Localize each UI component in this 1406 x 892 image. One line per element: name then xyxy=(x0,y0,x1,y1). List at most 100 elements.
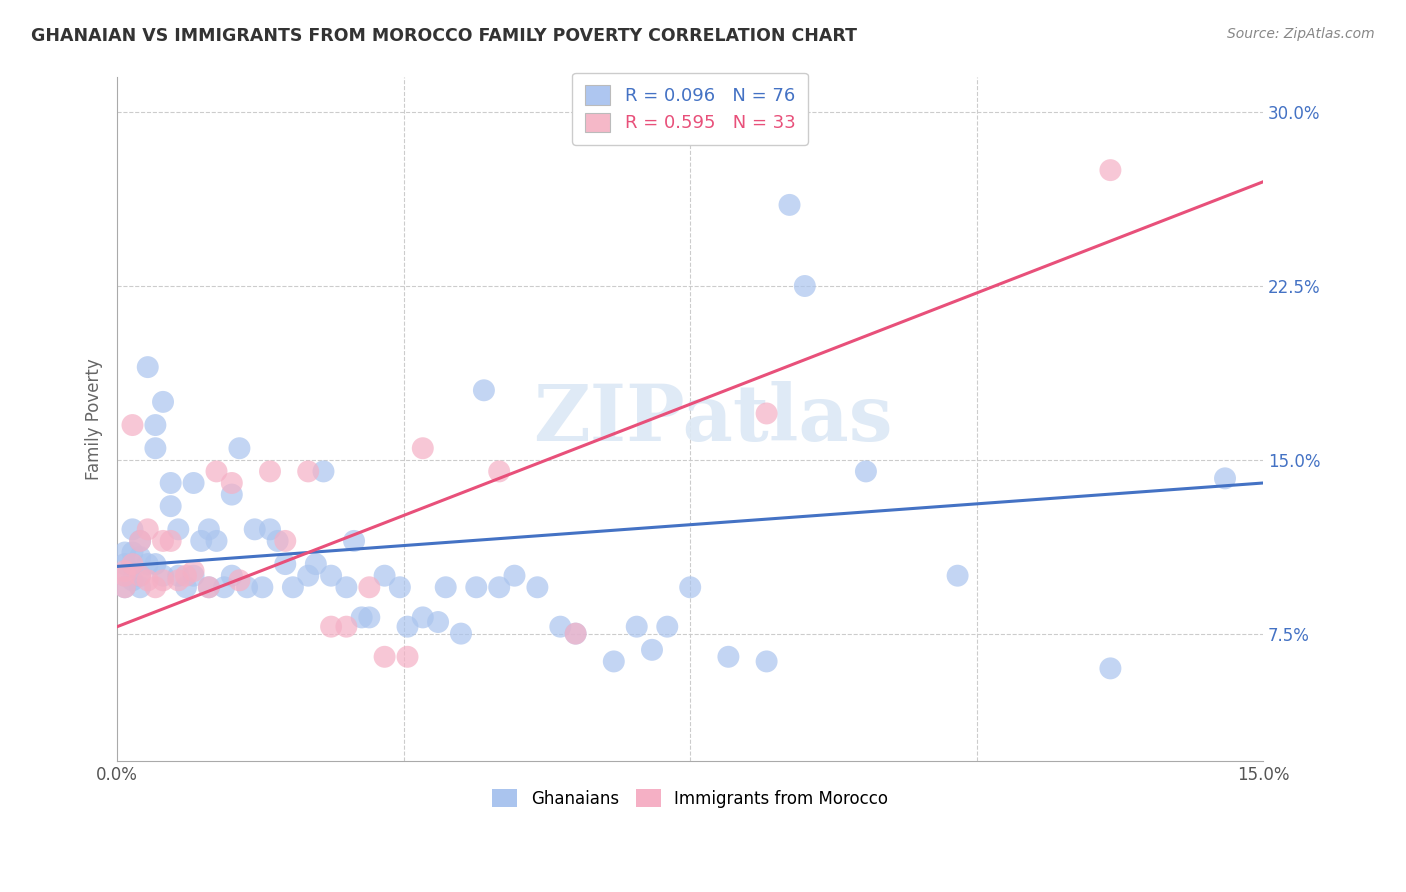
Point xyxy=(321,568,343,582)
Point xyxy=(152,568,174,582)
Point xyxy=(198,580,221,594)
Point xyxy=(641,643,664,657)
Point xyxy=(526,580,548,594)
Point xyxy=(174,568,197,582)
Point xyxy=(174,580,197,594)
Y-axis label: Family Poverty: Family Poverty xyxy=(86,359,103,480)
Point xyxy=(136,557,159,571)
Point xyxy=(274,533,297,548)
Point xyxy=(434,580,457,594)
Point xyxy=(167,568,190,582)
Point xyxy=(359,610,381,624)
Point xyxy=(205,464,228,478)
Point xyxy=(1099,163,1122,178)
Point xyxy=(129,550,152,565)
Point xyxy=(266,533,288,548)
Point xyxy=(183,475,205,490)
Point xyxy=(305,557,328,571)
Point xyxy=(343,533,366,548)
Point xyxy=(121,557,143,571)
Point xyxy=(550,620,572,634)
Point xyxy=(129,580,152,594)
Point xyxy=(396,620,419,634)
Point xyxy=(626,620,648,634)
Point xyxy=(679,580,702,594)
Point xyxy=(129,568,152,582)
Point xyxy=(297,568,319,582)
Point xyxy=(388,580,411,594)
Point xyxy=(167,574,190,588)
Point xyxy=(335,580,357,594)
Point xyxy=(183,568,205,582)
Legend: Ghanaians, Immigrants from Morocco: Ghanaians, Immigrants from Morocco xyxy=(486,782,894,814)
Point xyxy=(114,580,136,594)
Point xyxy=(503,568,526,582)
Point xyxy=(755,655,778,669)
Point xyxy=(167,522,190,536)
Point xyxy=(472,384,495,398)
Point xyxy=(190,533,212,548)
Point xyxy=(159,499,181,513)
Point xyxy=(159,475,181,490)
Point xyxy=(488,464,510,478)
Point xyxy=(252,580,274,594)
Point xyxy=(198,580,221,594)
Point xyxy=(297,464,319,478)
Point xyxy=(114,568,136,582)
Point xyxy=(136,522,159,536)
Point xyxy=(946,568,969,582)
Point xyxy=(412,441,434,455)
Point xyxy=(114,545,136,559)
Point xyxy=(145,557,167,571)
Point xyxy=(564,626,586,640)
Point xyxy=(717,649,740,664)
Point xyxy=(427,615,450,629)
Point xyxy=(488,580,510,594)
Point xyxy=(145,580,167,594)
Point xyxy=(212,580,235,594)
Point xyxy=(121,557,143,571)
Point xyxy=(412,610,434,624)
Point xyxy=(564,626,586,640)
Point xyxy=(779,198,801,212)
Point xyxy=(603,655,626,669)
Point xyxy=(136,574,159,588)
Point xyxy=(793,279,815,293)
Point xyxy=(145,418,167,433)
Point xyxy=(114,557,136,571)
Point xyxy=(152,574,174,588)
Point xyxy=(321,620,343,634)
Point xyxy=(657,620,679,634)
Point xyxy=(129,568,152,582)
Point xyxy=(243,522,266,536)
Point xyxy=(121,574,143,588)
Point xyxy=(350,610,373,624)
Text: GHANAIAN VS IMMIGRANTS FROM MOROCCO FAMILY POVERTY CORRELATION CHART: GHANAIAN VS IMMIGRANTS FROM MOROCCO FAMI… xyxy=(31,27,856,45)
Point xyxy=(396,649,419,664)
Point xyxy=(159,533,181,548)
Point xyxy=(359,580,381,594)
Point xyxy=(755,407,778,421)
Point xyxy=(335,620,357,634)
Point xyxy=(236,580,259,594)
Point xyxy=(1213,471,1236,485)
Point xyxy=(312,464,335,478)
Point xyxy=(855,464,877,478)
Point xyxy=(228,441,250,455)
Point xyxy=(114,568,136,582)
Point xyxy=(259,522,281,536)
Point xyxy=(221,568,243,582)
Point xyxy=(465,580,488,594)
Point xyxy=(121,522,143,536)
Point xyxy=(121,545,143,559)
Point xyxy=(129,533,152,548)
Point xyxy=(259,464,281,478)
Text: Source: ZipAtlas.com: Source: ZipAtlas.com xyxy=(1227,27,1375,41)
Point xyxy=(274,557,297,571)
Point xyxy=(136,360,159,375)
Point xyxy=(114,564,136,578)
Point xyxy=(281,580,304,594)
Point xyxy=(152,533,174,548)
Point xyxy=(205,533,228,548)
Point xyxy=(145,441,167,455)
